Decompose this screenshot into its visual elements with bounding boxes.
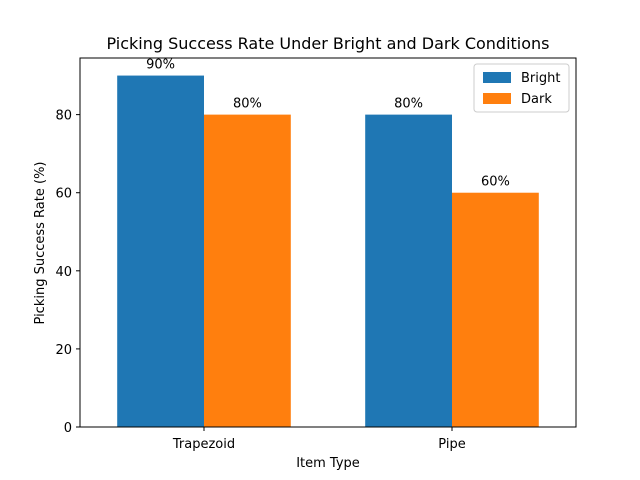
x-tick-label-trapezoid: Trapezoid [172, 437, 235, 452]
y-tick-label: 20 [55, 343, 72, 358]
legend-swatch-bright [483, 72, 511, 83]
data-label-dark-trapezoid: 80% [233, 97, 262, 112]
legend-label-dark: Dark [521, 92, 552, 107]
y-tick-label: 80 [55, 109, 72, 124]
bars-group [117, 75, 539, 428]
data-label-dark-pipe: 60% [481, 175, 510, 190]
bar-bright-trapezoid [117, 75, 204, 428]
axes-group: 0 20 40 60 80 Trapezoid Pipe [55, 57, 577, 452]
bar-labels-group: 90% 80% 80% 60% [146, 58, 510, 190]
y-tick-label: 60 [55, 187, 72, 202]
x-tick-label-pipe: Pipe [438, 437, 465, 452]
y-axis-label: Picking Success Rate (%) [33, 162, 48, 325]
data-label-bright-trapezoid: 90% [146, 58, 175, 73]
data-label-bright-pipe: 80% [394, 97, 423, 112]
y-tick-label: 40 [55, 265, 72, 280]
bar-dark-trapezoid [204, 114, 291, 427]
chart-title: Picking Success Rate Under Bright and Da… [107, 34, 550, 53]
legend-label-bright: Bright [521, 71, 560, 86]
legend-swatch-dark [483, 93, 511, 104]
bar-dark-pipe [452, 192, 539, 427]
plot-frame [79, 57, 577, 428]
y-tick-label: 0 [64, 421, 72, 436]
bar-bright-pipe [365, 114, 452, 427]
legend: Bright Dark [473, 63, 570, 113]
x-axis-label: Item Type [296, 456, 360, 471]
